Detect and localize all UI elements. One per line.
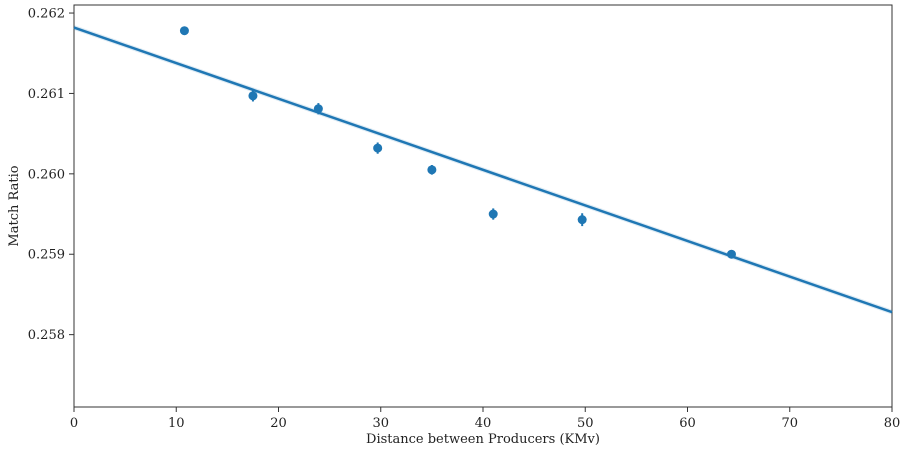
plot-area <box>73 4 893 408</box>
data-points-group <box>179 26 736 259</box>
y-axis-label: Match Ratio <box>7 165 22 246</box>
x-tick-label: 0 <box>70 416 78 431</box>
y-tick-label: 0.261 <box>28 87 65 102</box>
data-point <box>577 215 587 225</box>
y-tick-label: 0.258 <box>28 328 65 343</box>
data-point <box>179 26 189 36</box>
x-tick-label: 50 <box>577 416 594 431</box>
y-tick-label: 0.259 <box>28 248 65 263</box>
data-point <box>373 143 383 153</box>
x-tick-label: 30 <box>372 416 389 431</box>
x-tick-label: 10 <box>168 416 185 431</box>
x-axis: 0 10 20 30 40 50 60 70 80 <box>70 407 900 431</box>
x-tick-label: 20 <box>270 416 287 431</box>
y-axis: 0.258 0.259 0.260 0.261 0.262 <box>28 7 74 343</box>
x-tick-label: 40 <box>475 416 492 431</box>
data-point <box>313 104 323 114</box>
data-point <box>427 165 437 175</box>
y-tick-label: 0.262 <box>28 7 65 22</box>
regression-line <box>73 26 893 314</box>
data-point <box>726 249 736 259</box>
y-tick-label: 0.260 <box>28 167 65 182</box>
data-point <box>248 91 258 101</box>
x-tick-label: 80 <box>884 416 901 431</box>
x-axis-label: Distance between Producers (KMv) <box>366 432 600 447</box>
data-point <box>488 209 498 219</box>
x-tick-label: 70 <box>781 416 798 431</box>
x-tick-label: 60 <box>679 416 696 431</box>
regression-line-group <box>73 25 893 315</box>
